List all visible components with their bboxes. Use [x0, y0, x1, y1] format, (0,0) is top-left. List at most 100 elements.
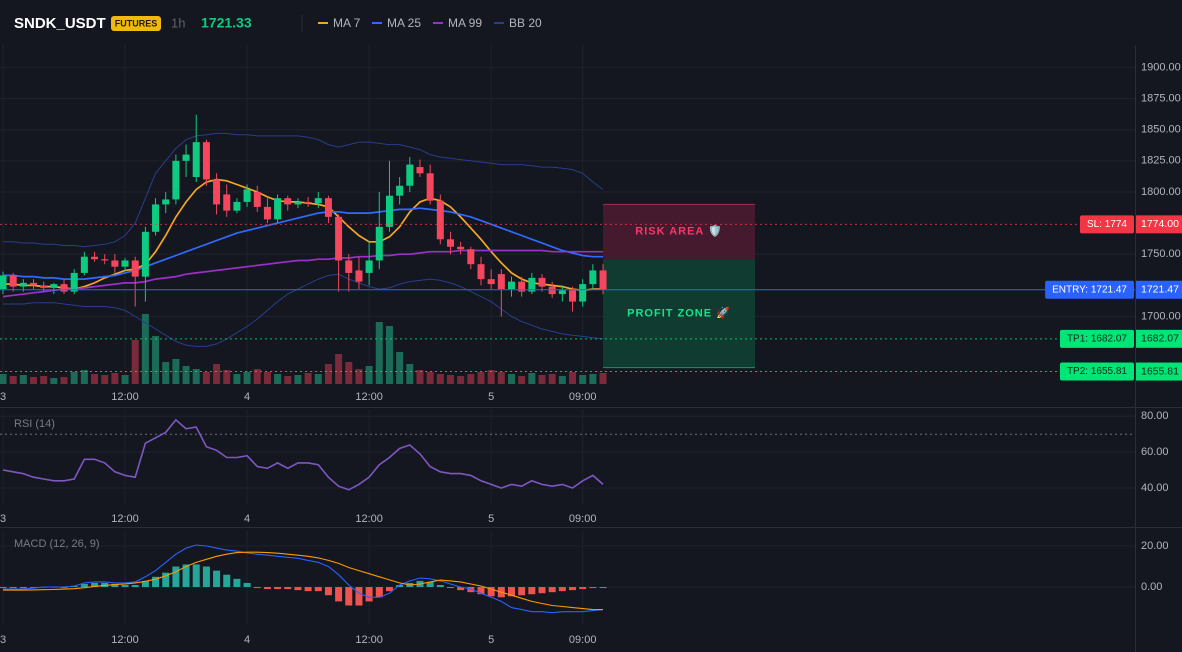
histogram-bar	[60, 587, 68, 589]
histogram-bar	[182, 564, 190, 588]
candle-body	[558, 290, 566, 295]
volume-bar	[19, 375, 27, 384]
price-label-bg	[1136, 280, 1182, 299]
candle-body	[538, 277, 546, 287]
volume-bar	[243, 372, 251, 384]
histogram-bar	[9, 587, 17, 589]
histogram-bar	[436, 584, 444, 588]
candle-body	[396, 185, 404, 196]
candle-body	[436, 200, 444, 240]
volume-bar	[121, 375, 129, 384]
volume-bar	[579, 375, 587, 384]
x-tick-label: 12:00	[111, 513, 139, 525]
volume-bar	[416, 370, 424, 384]
indicator-line	[3, 273, 604, 347]
histogram-bar	[579, 587, 587, 590]
badge-bg	[111, 16, 161, 31]
candle-body	[162, 199, 170, 205]
volume-bar	[508, 374, 515, 384]
candle-body	[365, 260, 373, 273]
histogram-bar	[233, 578, 241, 588]
candle-body	[91, 256, 99, 260]
level-label: TP2: 1655.81	[1067, 366, 1127, 377]
candle-body	[131, 260, 139, 277]
level-label-bg	[1059, 362, 1134, 381]
histogram-bar	[172, 566, 180, 588]
histogram-bar	[0, 587, 7, 589]
zone	[603, 259, 755, 368]
histogram-bar	[548, 587, 556, 593]
histogram-bar	[426, 581, 434, 588]
level-label: SL: 1774	[1087, 219, 1127, 230]
candle-body	[19, 282, 27, 287]
candle-body	[101, 259, 109, 261]
volume-bar	[274, 374, 282, 384]
candle-body	[355, 270, 363, 282]
y-tick-label: 1850.00	[1141, 124, 1181, 136]
candle-body	[589, 270, 597, 285]
histogram-bar	[152, 576, 160, 588]
candle-body	[294, 201, 302, 205]
legend-label: MA 25	[387, 16, 421, 30]
level-label-bg	[1059, 329, 1134, 348]
volume-bar	[253, 369, 261, 384]
x-tick-label: 5	[488, 634, 494, 646]
volume-bar	[131, 340, 139, 384]
candle-body	[213, 179, 221, 205]
volume-bar	[80, 370, 88, 384]
histogram-bar	[375, 587, 383, 598]
candle-body	[111, 260, 119, 267]
price-label-bg	[1136, 362, 1182, 381]
price-label: 1655.81	[1141, 365, 1179, 377]
zone	[603, 204, 755, 260]
volume-bar	[538, 375, 546, 384]
candle-body	[263, 206, 271, 220]
volume-bar	[162, 362, 170, 384]
volume-bar	[50, 378, 58, 384]
histogram-bar	[19, 587, 27, 589]
histogram-bar	[528, 587, 536, 595]
histogram-bar	[385, 587, 393, 592]
histogram-bar	[477, 587, 485, 595]
symbol: SNDK_USDT	[14, 15, 106, 32]
volume-bar	[263, 372, 271, 384]
volume-bar	[284, 376, 292, 384]
histogram-bar	[111, 583, 119, 588]
volume-bar	[518, 376, 526, 384]
y-tick-label: 0.00	[1141, 581, 1162, 593]
volume-bar	[457, 376, 465, 384]
volume-bar	[558, 376, 566, 384]
x-tick-label: 09:00	[569, 391, 597, 403]
histogram-bar	[284, 587, 292, 590]
candle-body	[416, 167, 424, 174]
candle-body	[497, 274, 505, 290]
y-tick-label: 1825.00	[1141, 155, 1181, 167]
candle-body	[324, 198, 332, 217]
histogram-bar	[253, 587, 261, 589]
price-label: 1682.07	[1141, 333, 1179, 345]
histogram-bar	[335, 587, 343, 602]
volume-bar	[294, 375, 302, 384]
histogram-bar	[243, 582, 251, 588]
volume-bar	[396, 352, 404, 384]
candle-body	[121, 260, 129, 267]
histogram-bar	[213, 570, 221, 588]
level-label: ENTRY: 1721.47	[1052, 284, 1127, 295]
volume-bar	[324, 364, 332, 384]
histogram-bar	[192, 564, 200, 588]
price-label-bg	[1136, 215, 1182, 234]
candle-body	[467, 249, 475, 265]
candle-body	[284, 198, 292, 205]
histogram-bar	[162, 572, 170, 588]
histogram-bar	[121, 584, 129, 588]
candle-body	[80, 256, 88, 273]
x-tick-label: 3	[0, 634, 6, 646]
volume-bar	[599, 373, 607, 384]
candle-body	[518, 281, 526, 292]
volume-bar	[233, 374, 241, 384]
indicator-line	[3, 207, 603, 280]
x-tick-label: 12:00	[355, 391, 383, 403]
volume-bar	[182, 366, 190, 384]
histogram-bar	[80, 583, 88, 588]
